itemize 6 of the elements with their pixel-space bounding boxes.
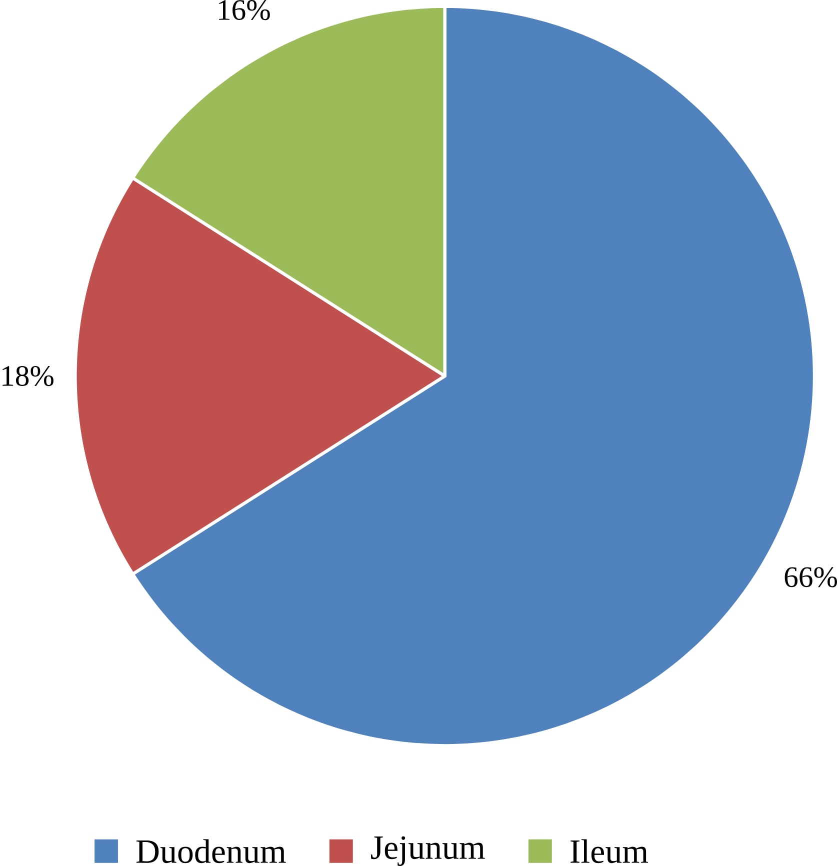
- legend-label: Jejunum: [371, 836, 485, 866]
- legend-label: Ileum: [570, 839, 648, 864]
- data-label: 66%: [784, 567, 837, 588]
- data-label: 18%: [2, 366, 54, 386]
- data-label: 16%: [219, 0, 270, 20]
- legend-label: Duodenum: [136, 839, 286, 864]
